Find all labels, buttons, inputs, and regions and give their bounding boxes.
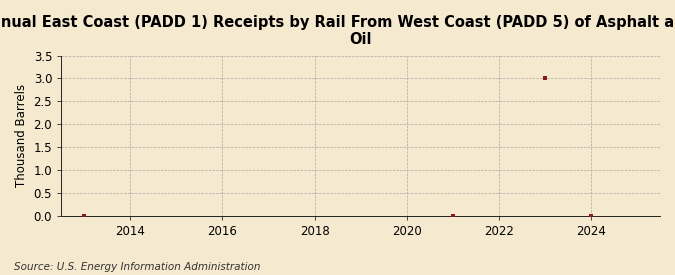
Point bbox=[539, 76, 550, 81]
Point bbox=[585, 214, 596, 218]
Text: Source: U.S. Energy Information Administration: Source: U.S. Energy Information Administ… bbox=[14, 262, 260, 272]
Y-axis label: Thousand Barrels: Thousand Barrels bbox=[15, 84, 28, 187]
Point bbox=[79, 214, 90, 218]
Title: Annual East Coast (PADD 1) Receipts by Rail From West Coast (PADD 5) of Asphalt : Annual East Coast (PADD 1) Receipts by R… bbox=[0, 15, 675, 47]
Point bbox=[448, 214, 458, 218]
